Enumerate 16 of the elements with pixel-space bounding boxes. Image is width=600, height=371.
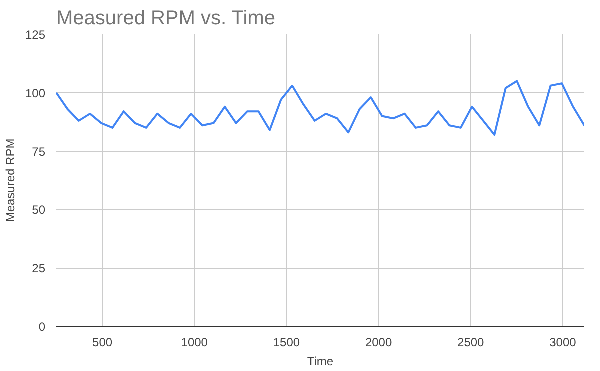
y-tick-label: 75 [32,144,46,159]
y-tick-label: 50 [32,203,46,218]
x-axis-title: Time [307,354,334,368]
x-tick-label: 500 [92,336,113,350]
x-tick-label: 2500 [458,336,485,350]
chart-title: Measured RPM vs. Time [56,8,276,30]
x-tick-label: 1000 [181,336,208,350]
x-tick-label: 2000 [365,336,392,350]
y-tick-label: 100 [25,86,46,100]
y-tick-label: 25 [32,262,46,276]
x-tick-label: 1500 [273,336,300,350]
y-tick-label: 0 [38,320,46,334]
line-series [56,80,584,136]
y-tick-label: 125 [25,28,46,42]
y-axis-title: Measured RPM [3,138,18,222]
x-tick-label: 3000 [550,336,577,350]
